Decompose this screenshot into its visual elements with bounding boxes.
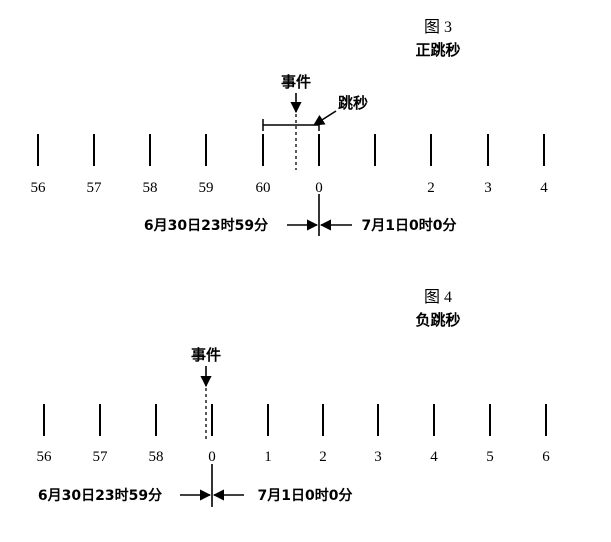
tick-label: 0 — [208, 449, 216, 465]
left-time-label: 6月30日23时59分 — [38, 487, 162, 504]
event-label: 事件 — [191, 346, 221, 364]
right-time-label: 7月1日0时0分 — [362, 217, 457, 234]
tick-label: 3 — [484, 180, 492, 196]
figure-3-tick-labels: 56 57 58 59 60 0 2 3 4 — [31, 180, 549, 196]
tick-label: 58 — [149, 449, 164, 465]
figure-4-title: 负跳秒 — [415, 311, 460, 329]
tick-label: 6 — [542, 449, 550, 465]
tick-label: 2 — [319, 449, 327, 465]
tick-label: 0 — [315, 180, 323, 196]
leap-second-bracket — [262, 119, 320, 131]
event-label: 事件 — [281, 73, 311, 91]
leap-second-arrow — [313, 110, 337, 126]
tick-label: 3 — [374, 449, 382, 465]
tick-label: 2 — [427, 180, 435, 196]
leap-second-label: 跳秒 — [338, 94, 368, 112]
figure-3: 图 3 正跳秒 56 57 58 59 60 0 2 3 4 事件 — [31, 19, 549, 236]
tick-label: 56 — [31, 180, 47, 196]
figure-4-tick-labels: 56 57 58 0 1 2 3 4 5 6 — [37, 449, 551, 465]
tick-label: 1 — [264, 449, 272, 465]
tick-label: 60 — [256, 180, 271, 196]
figure-4-timeline — [43, 404, 547, 436]
figure-3-number: 图 3 — [424, 19, 452, 36]
tick-label: 57 — [87, 180, 103, 196]
tick-label: 4 — [540, 180, 548, 196]
figure-4: 图 4 负跳秒 56 57 58 0 1 2 3 4 5 6 事件 — [37, 289, 551, 507]
figure-3-title: 正跳秒 — [415, 41, 460, 59]
figure-4-number: 图 4 — [424, 289, 452, 306]
right-time-label: 7月1日0时0分 — [258, 487, 353, 504]
tick-label: 5 — [486, 449, 494, 465]
tick-label: 57 — [93, 449, 109, 465]
tick-label: 58 — [143, 180, 158, 196]
tick-label: 4 — [430, 449, 438, 465]
left-time-label: 6月30日23时59分 — [144, 217, 268, 234]
figure-3-timeline — [37, 134, 545, 166]
tick-label: 59 — [199, 180, 214, 196]
tick-label: 56 — [37, 449, 53, 465]
